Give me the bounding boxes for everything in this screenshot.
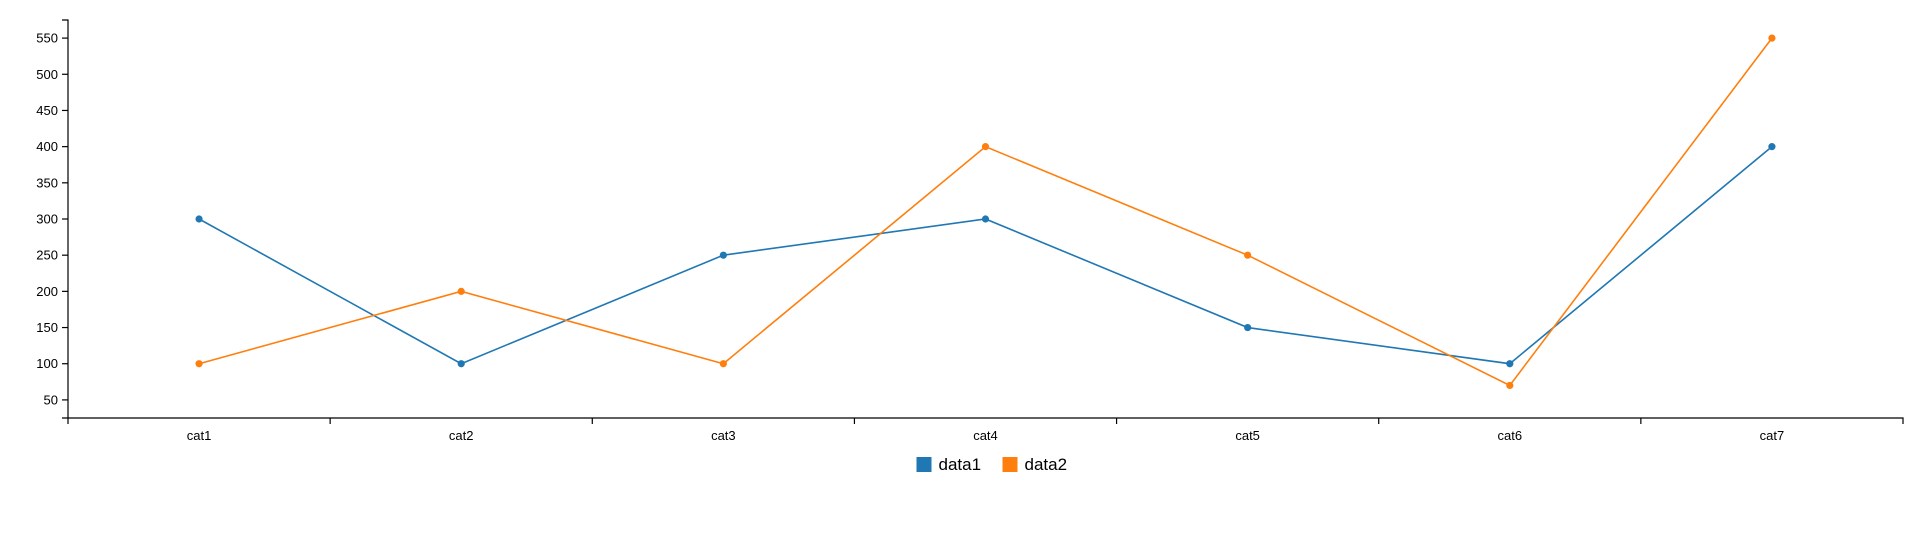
data-point-data2[interactable] [1506,381,1514,390]
y-tick-label: 550 [36,31,58,46]
y-tick-label: 200 [36,284,58,299]
data-point-data2[interactable] [195,360,203,368]
x-axis-line [67,417,1904,424]
data-point-data2[interactable] [981,143,990,151]
y-axis: 50 100 150 200 250 300 350 400 450 500 550 [36,19,69,419]
data-point-data1[interactable] [1768,143,1776,151]
series-line-data2 [198,37,1773,387]
x-tick-label: cat4 [973,428,998,443]
legend-swatch [916,457,932,472]
data-point-data1[interactable] [1244,323,1252,332]
legend-swatch [1002,457,1018,472]
legend: data1 data2 [916,455,1068,474]
x-tick-label: cat1 [187,428,212,443]
y-tick-label: 100 [36,356,58,371]
series-line-data1 [198,146,1773,365]
x-tick-label: cat7 [1760,428,1785,443]
x-axis: cat1 cat2 cat3 cat4 cat5 cat6 cat7 [67,417,1904,443]
x-tick-label: cat3 [711,428,736,443]
data-point-data1[interactable] [719,251,727,259]
y-tick-label: 500 [36,67,58,82]
data-point-data1[interactable] [981,215,990,223]
series-layer [195,34,1776,390]
legend-label: data1 [939,455,982,474]
data-point-data1[interactable] [457,360,465,368]
y-tick-label: 350 [36,175,58,190]
x-tick-label: cat6 [1497,428,1522,443]
series-data2 [195,34,1776,390]
legend-item-data1[interactable]: data1 [916,455,982,474]
legend-label: data2 [1025,455,1068,474]
data-point-data2[interactable] [457,287,465,295]
x-tick-label: cat5 [1235,428,1260,443]
y-tick-label: 450 [36,103,58,118]
data-point-data2[interactable] [1768,34,1776,42]
y-tick-label: 400 [36,139,58,154]
y-tick-label: 300 [36,212,58,227]
y-tick-label: 150 [36,320,58,335]
data-point-data1[interactable] [195,215,203,223]
data-point-data1[interactable] [1506,360,1514,368]
data-point-data2[interactable] [719,360,727,368]
y-tick-label: 250 [36,248,58,263]
legend-item-data2[interactable]: data2 [1002,455,1068,474]
x-tick-label: cat2 [449,428,474,443]
data-point-data2[interactable] [1244,251,1252,259]
y-tick-label: 50 [44,392,58,407]
series-data1 [195,143,1776,368]
